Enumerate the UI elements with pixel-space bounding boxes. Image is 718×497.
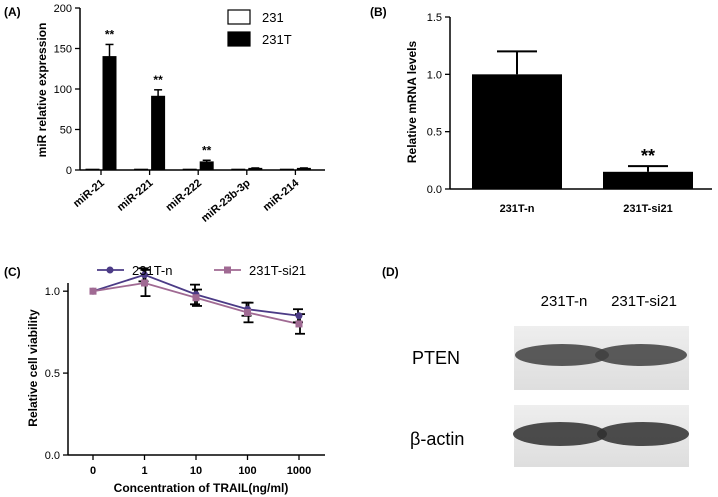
blot-band-pten-231t-si21 bbox=[595, 344, 687, 366]
panel-c-y-ticks: 0.0 0.5 1.0 bbox=[45, 286, 68, 462]
panel-b: (B) Relative mRNA levels 0.0 0.5 1.0 1.5 **… bbox=[370, 5, 712, 215]
y-tick-label: 0.5 bbox=[45, 368, 60, 380]
blot-band-beta-actin-231t-n bbox=[513, 422, 607, 446]
x-tick-label: miR-222 bbox=[164, 177, 204, 214]
y-tick-label: 200 bbox=[54, 3, 72, 15]
panel-c: (C) Relative cell viability Concentratio… bbox=[4, 263, 325, 495]
data-point bbox=[141, 279, 148, 287]
legend-label-231t-n: 231T-n bbox=[132, 263, 172, 278]
y-tick-label: 0 bbox=[66, 165, 72, 177]
y-tick-label: 100 bbox=[54, 84, 72, 96]
panel-a-ylabel: miR relative expression bbox=[35, 23, 49, 158]
legend-label-231t-si21: 231T-si21 bbox=[249, 263, 306, 278]
legend-marker-231t-n bbox=[106, 266, 114, 274]
blot-lane-label-231t-n: 231T-n bbox=[541, 293, 588, 310]
y-tick-label: 50 bbox=[60, 125, 72, 137]
x-tick-label: miR-23b-3p bbox=[199, 177, 253, 225]
blot-protein-label-pten: PTEN bbox=[412, 348, 460, 368]
bar bbox=[85, 168, 100, 171]
data-point bbox=[89, 287, 97, 295]
panel-b-bars: ** bbox=[472, 50, 693, 189]
bar bbox=[182, 168, 197, 171]
legend-marker-231t-si21 bbox=[224, 266, 231, 274]
significance-label: ** bbox=[202, 143, 212, 157]
panel-c-x-ticks: 0 1 10 100 1000 bbox=[90, 455, 311, 477]
blot-band-beta-actin-231t-si21 bbox=[597, 422, 689, 446]
x-tick-label: 1000 bbox=[287, 465, 311, 477]
y-tick-label: 150 bbox=[54, 44, 72, 56]
panel-a-label: (A) bbox=[4, 5, 21, 19]
data-point bbox=[295, 312, 303, 320]
blot-band-pten-231t-n bbox=[515, 344, 609, 366]
panel-c-xlabel: Concentration of TRAIL(ng/ml) bbox=[114, 481, 289, 495]
bar bbox=[151, 95, 166, 171]
x-tick-label: miR-214 bbox=[261, 177, 302, 214]
bar bbox=[472, 74, 562, 189]
blot-lane-label-231t-si21: 231T-si21 bbox=[611, 293, 677, 310]
x-tick-label: 0 bbox=[90, 465, 96, 477]
x-tick-label: 231T-si21 bbox=[623, 203, 673, 215]
legend-swatch-231t bbox=[227, 31, 251, 47]
y-tick-label: 1.0 bbox=[45, 286, 60, 298]
y-tick-label: 0.0 bbox=[427, 184, 442, 196]
panel-a-y-ticks: 0 50 100 150 200 bbox=[54, 3, 80, 177]
y-tick-label: 1.5 bbox=[427, 12, 442, 24]
bar bbox=[102, 56, 117, 171]
bar bbox=[279, 168, 294, 171]
panel-b-x-ticks: 231T-n 231T-si21 bbox=[500, 203, 673, 215]
bar bbox=[603, 171, 693, 189]
panel-b-ylabel: Relative mRNA levels bbox=[405, 41, 419, 164]
x-tick-label: 10 bbox=[190, 465, 202, 477]
significance-label: ** bbox=[641, 146, 655, 166]
panel-c-series bbox=[89, 267, 305, 335]
blot-protein-label-beta-actin: β-actin bbox=[410, 429, 464, 449]
y-tick-label: 0.5 bbox=[427, 127, 442, 139]
x-tick-label: miR-221 bbox=[115, 177, 155, 214]
data-point bbox=[244, 308, 251, 316]
data-point bbox=[192, 294, 200, 302]
data-point bbox=[295, 320, 303, 328]
panel-a: (A) miR relative expression 0 50 100 150 200… bbox=[4, 3, 325, 225]
significance-label: ** bbox=[153, 73, 163, 87]
significance-label: ** bbox=[105, 27, 115, 41]
bar bbox=[134, 168, 149, 171]
panel-c-label: (C) bbox=[4, 265, 21, 279]
panel-c-ylabel: Relative cell viability bbox=[26, 309, 40, 427]
panel-c-legend: 231T-n 231T-si21 bbox=[97, 263, 306, 278]
y-tick-label: 1.0 bbox=[427, 69, 442, 81]
legend-label-231t: 231T bbox=[262, 32, 292, 47]
y-tick-label: 0.0 bbox=[45, 450, 60, 462]
bar bbox=[199, 161, 214, 171]
x-tick-label: miR-21 bbox=[71, 177, 107, 210]
panel-a-legend: 231 231T bbox=[227, 9, 292, 47]
panel-d: (D) 231T-n 231T-si21 PTEN β-actin bbox=[382, 265, 689, 467]
legend-swatch-231 bbox=[227, 9, 251, 25]
x-tick-label: 231T-n bbox=[500, 203, 535, 215]
bar bbox=[231, 168, 246, 171]
panel-b-y-ticks: 0.0 0.5 1.0 1.5 bbox=[427, 12, 450, 196]
data-point bbox=[141, 271, 148, 279]
legend-label-231: 231 bbox=[262, 10, 284, 25]
panel-a-bars: ** ** ** bbox=[85, 27, 311, 171]
x-tick-label: 1 bbox=[141, 465, 147, 477]
x-tick-label: 100 bbox=[238, 465, 256, 477]
panel-b-label: (B) bbox=[370, 5, 387, 19]
panel-d-label: (D) bbox=[382, 265, 399, 279]
